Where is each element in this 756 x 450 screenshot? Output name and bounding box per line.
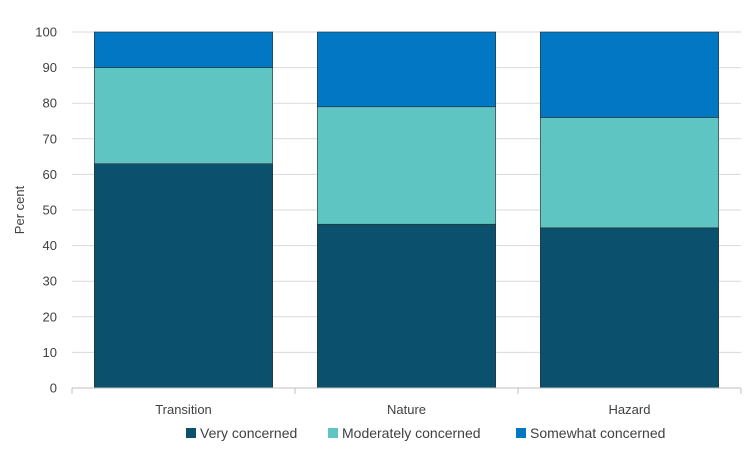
y-axis-title: Per cent: [12, 185, 27, 234]
bar-segment-very-concerned-hazard: [539, 227, 719, 389]
bar-segment-very-concerned-transition: [94, 163, 273, 389]
x-tick-label: Nature: [387, 402, 426, 417]
legend-item: Somewhat concerned: [516, 425, 665, 441]
legend-item: Very concerned: [186, 425, 297, 441]
y-tick-label: 100: [35, 25, 57, 40]
bar-segment-somewhat-concerned-nature: [316, 31, 496, 108]
bars: [94, 31, 719, 389]
x-tick-label: Transition: [155, 402, 212, 417]
legend-swatch: [328, 428, 338, 438]
legend-swatch: [516, 428, 526, 438]
legend-item: Moderately concerned: [328, 425, 481, 441]
legend-label: Somewhat concerned: [530, 425, 665, 441]
bar-segment-moderately-concerned-transition: [94, 67, 273, 165]
x-tick-label: Hazard: [609, 402, 651, 417]
bar-segment-very-concerned-nature: [316, 223, 496, 389]
y-tick-label: 80: [43, 96, 57, 111]
x-tick-labels: Transition Nature Hazard: [155, 402, 650, 417]
y-tick-label: 50: [43, 203, 57, 218]
y-tick-label: 70: [43, 131, 57, 146]
y-tick-label: 90: [43, 60, 57, 75]
y-tick-label: 40: [43, 238, 57, 253]
bar-segment-somewhat-concerned-transition: [94, 31, 273, 68]
legend: Very concerned Moderately concerned Somewh…: [186, 425, 665, 441]
y-tick-label: 20: [43, 309, 57, 324]
bar-segment-somewhat-concerned-hazard: [539, 31, 719, 118]
y-tick-label: 30: [43, 274, 57, 289]
y-tick-labels: 0 10 20 30 40 50 60 70 80 90 100: [35, 25, 57, 396]
bar-segment-moderately-concerned-hazard: [539, 117, 719, 229]
bar-segment-moderately-concerned-nature: [316, 106, 496, 225]
y-tick-label: 0: [50, 381, 57, 396]
axes: [71, 387, 742, 394]
y-tick-label: 10: [43, 345, 57, 360]
y-tick-label: 60: [43, 167, 57, 182]
legend-label: Very concerned: [200, 425, 297, 441]
legend-swatch: [186, 428, 196, 438]
legend-label: Moderately concerned: [342, 425, 481, 441]
